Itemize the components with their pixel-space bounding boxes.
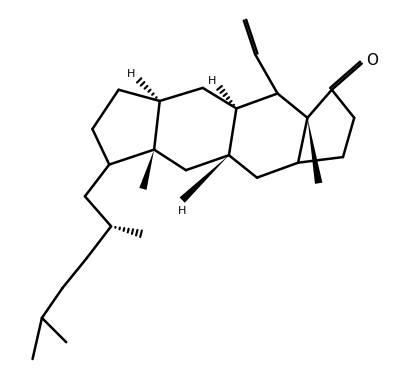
Text: H: H	[178, 206, 186, 216]
Polygon shape	[308, 118, 322, 184]
Text: H: H	[208, 76, 217, 86]
Polygon shape	[139, 150, 154, 190]
Text: H: H	[127, 68, 135, 79]
Text: O: O	[366, 53, 378, 68]
Polygon shape	[179, 155, 229, 203]
